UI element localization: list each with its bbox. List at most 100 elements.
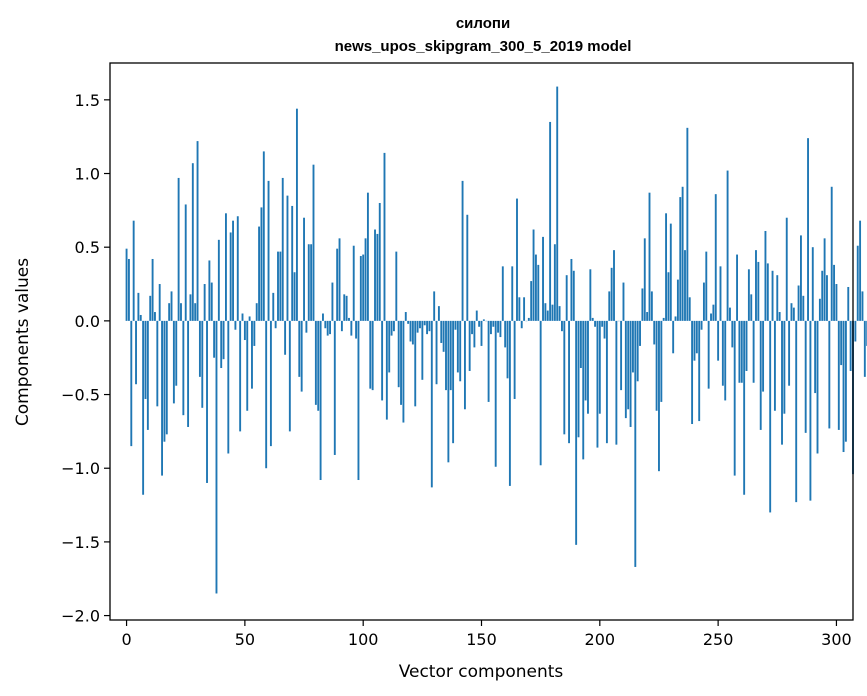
bar <box>338 238 341 321</box>
bar <box>127 258 130 321</box>
bar <box>527 317 530 321</box>
bar <box>366 192 369 321</box>
bar <box>137 292 140 321</box>
bar <box>312 164 315 321</box>
bar <box>388 320 391 373</box>
bar <box>622 282 625 321</box>
bar <box>712 304 715 321</box>
bar <box>492 320 495 327</box>
bar <box>260 207 263 321</box>
bar <box>154 312 156 321</box>
bar <box>284 320 287 355</box>
bar <box>837 320 840 430</box>
bar <box>437 306 440 321</box>
bar <box>648 192 651 321</box>
bar <box>854 320 857 342</box>
bar <box>243 320 246 341</box>
bar <box>381 320 384 401</box>
bar <box>643 238 646 321</box>
bar <box>539 320 542 466</box>
chart-title-line-2: news_upos_skipgram_300_5_2019 model <box>335 38 632 55</box>
bar <box>814 320 817 394</box>
plot-area-frame <box>109 62 854 621</box>
bar <box>272 292 275 321</box>
bar <box>201 320 204 408</box>
bar <box>198 320 201 377</box>
bar <box>639 320 641 346</box>
bar <box>667 272 670 321</box>
bar <box>225 213 227 321</box>
bar <box>863 320 866 377</box>
bar <box>800 235 802 321</box>
bar <box>170 291 173 321</box>
bar <box>494 320 497 467</box>
bar <box>303 217 305 321</box>
bar <box>575 320 578 545</box>
bar <box>310 244 313 321</box>
x-tick-label: 200 <box>585 630 616 649</box>
bar <box>830 186 833 321</box>
bar <box>542 236 544 321</box>
bar <box>161 320 163 476</box>
bar <box>319 320 322 481</box>
bar <box>471 320 473 335</box>
bar <box>828 320 831 429</box>
bar <box>577 320 580 438</box>
bar <box>130 320 133 447</box>
bar <box>613 250 615 321</box>
bar <box>369 320 372 389</box>
x-axis-label: Vector components <box>399 662 564 682</box>
bar <box>636 320 639 382</box>
bar <box>357 320 360 481</box>
bar <box>371 320 374 391</box>
bar <box>681 186 684 321</box>
bar <box>752 320 755 383</box>
bar <box>679 197 682 321</box>
bar <box>747 269 750 321</box>
bar <box>504 320 507 348</box>
bar <box>501 266 504 321</box>
bar <box>603 320 606 339</box>
bar <box>807 138 809 321</box>
bar <box>816 320 819 454</box>
bar <box>669 223 672 321</box>
bar <box>421 320 424 380</box>
bar <box>778 312 781 321</box>
bar <box>676 279 679 321</box>
bar <box>222 320 225 360</box>
bar <box>362 254 365 321</box>
bar <box>189 294 192 321</box>
bar <box>731 320 734 348</box>
bar <box>340 320 343 332</box>
bar <box>400 320 402 405</box>
bar <box>459 320 462 382</box>
bar <box>653 320 656 345</box>
bar <box>163 320 166 442</box>
bar <box>499 320 502 338</box>
bar <box>293 272 296 321</box>
bar <box>530 281 533 321</box>
bar <box>255 303 258 321</box>
y-tick-label: 1.0 <box>75 165 100 184</box>
bar <box>710 313 712 321</box>
bar <box>142 320 145 495</box>
bar <box>826 275 828 321</box>
bar <box>168 303 171 321</box>
y-tick-label: −0.5 <box>61 386 100 405</box>
bar <box>672 320 675 354</box>
bar <box>452 320 455 444</box>
bar <box>570 258 573 321</box>
bar <box>847 286 850 321</box>
bar <box>445 320 447 391</box>
bar <box>461 180 464 321</box>
bar <box>132 220 135 321</box>
bar <box>343 294 346 321</box>
bar <box>698 320 701 422</box>
bar <box>364 238 367 321</box>
bar <box>776 275 779 321</box>
bar <box>610 267 613 321</box>
bar <box>773 320 776 411</box>
bar <box>291 205 294 321</box>
bar <box>352 245 355 321</box>
y-axis-label: Components values <box>13 258 33 426</box>
